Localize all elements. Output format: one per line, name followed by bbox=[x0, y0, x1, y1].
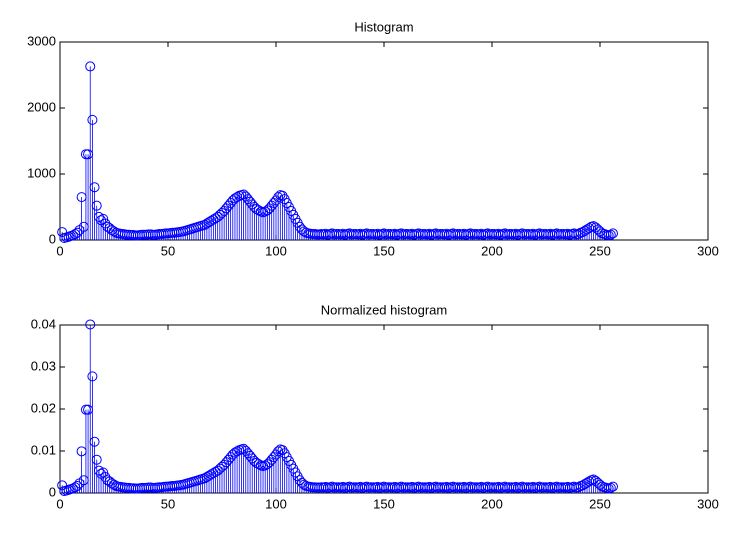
stem bbox=[87, 371, 98, 493]
x-tick-label: 100 bbox=[265, 243, 287, 258]
stem bbox=[89, 182, 100, 240]
stem-marker bbox=[277, 190, 288, 201]
y-tick-label: 0.03 bbox=[31, 358, 56, 373]
x-tick-label: 250 bbox=[589, 243, 611, 258]
stem-marker bbox=[605, 229, 616, 240]
y-tick-label: 1000 bbox=[27, 165, 56, 180]
x-tick-label: 150 bbox=[373, 496, 395, 511]
stem-marker bbox=[87, 114, 98, 125]
x-tick-label: 300 bbox=[697, 496, 719, 511]
x-tick-label: 300 bbox=[697, 243, 719, 258]
x-tick-label: 200 bbox=[481, 496, 503, 511]
stem-marker bbox=[607, 228, 618, 239]
stem-marker bbox=[98, 467, 109, 478]
x-tick-label: 50 bbox=[161, 243, 175, 258]
x-tick-label: 100 bbox=[265, 496, 287, 511]
stem bbox=[98, 213, 109, 240]
y-tick-label: 0 bbox=[49, 484, 56, 499]
stem bbox=[91, 454, 102, 493]
x-tick-label: 200 bbox=[481, 243, 503, 258]
x-tick-label: 50 bbox=[161, 496, 175, 511]
stem-marker bbox=[85, 319, 96, 330]
stem bbox=[98, 467, 109, 493]
stem-marker bbox=[277, 445, 288, 456]
stem-marker bbox=[91, 454, 102, 465]
stem-marker bbox=[89, 182, 100, 193]
axes-box bbox=[59, 324, 709, 494]
stem bbox=[91, 200, 102, 240]
x-tick-label: 250 bbox=[589, 496, 611, 511]
x-tick-label: 0 bbox=[56, 496, 63, 511]
x-tick-label: 0 bbox=[56, 243, 63, 258]
stem-marker bbox=[98, 213, 109, 224]
stem bbox=[607, 228, 618, 240]
stem bbox=[85, 61, 96, 240]
y-tick-label: 0.02 bbox=[31, 400, 56, 415]
x-tick-label: 150 bbox=[373, 243, 395, 258]
stem-marker bbox=[605, 482, 616, 493]
stem bbox=[85, 319, 96, 493]
stem-marker bbox=[607, 481, 618, 492]
chart-title: Histogram bbox=[354, 19, 413, 34]
y-tick-label: 2000 bbox=[27, 99, 56, 114]
stem bbox=[87, 114, 98, 240]
y-tick-label: 0.04 bbox=[31, 316, 56, 331]
y-tick-label: 0 bbox=[49, 231, 56, 246]
stem-marker bbox=[93, 211, 104, 222]
stem-marker bbox=[87, 371, 98, 382]
axes-box bbox=[59, 41, 709, 241]
stem bbox=[607, 481, 618, 493]
stem-marker bbox=[93, 465, 104, 476]
stem-marker bbox=[85, 61, 96, 72]
stem-marker bbox=[89, 436, 100, 447]
y-tick-label: 0.01 bbox=[31, 442, 56, 457]
stems bbox=[57, 61, 618, 244]
stem bbox=[89, 436, 100, 493]
stems bbox=[57, 319, 618, 497]
y-tick-label: 3000 bbox=[27, 33, 56, 48]
stem-marker bbox=[91, 200, 102, 211]
chart-title: Normalized histogram bbox=[321, 302, 447, 317]
